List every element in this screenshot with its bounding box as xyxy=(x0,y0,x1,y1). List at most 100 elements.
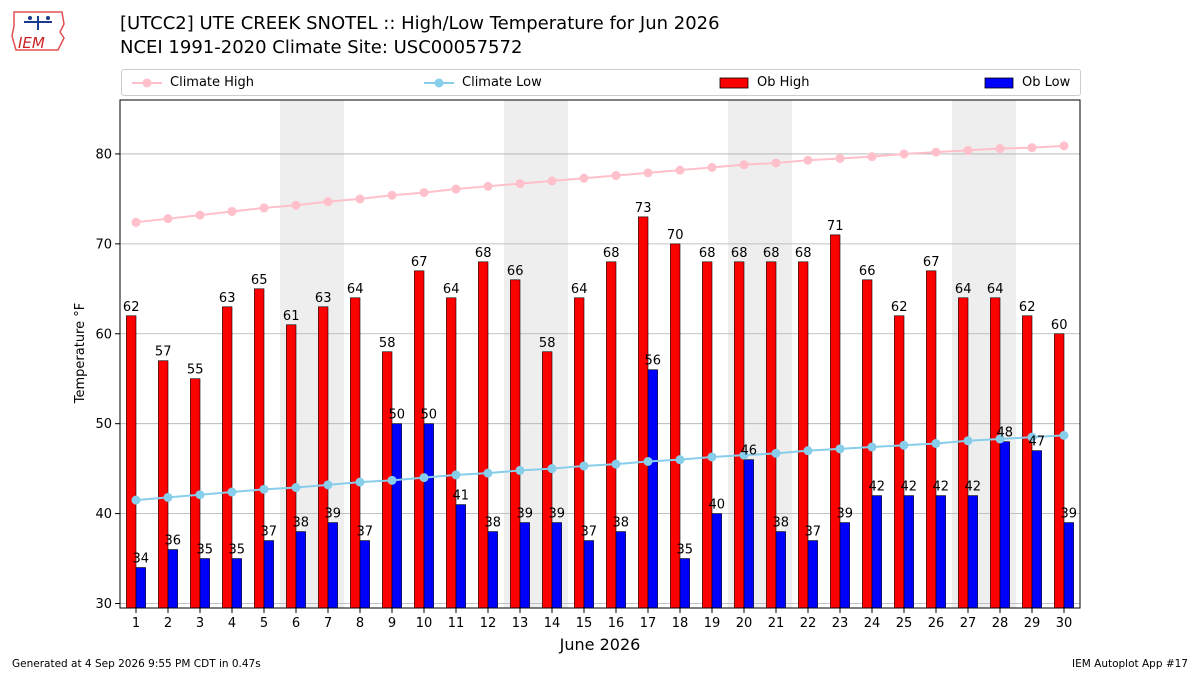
ob-high-value-label: 62 xyxy=(891,300,908,315)
ob-high-value-label: 63 xyxy=(219,291,236,306)
ob-high-value-label: 68 xyxy=(731,246,748,261)
climate-low-point xyxy=(1059,430,1069,440)
y-tick-label: 40 xyxy=(95,507,112,522)
ob-high-bar xyxy=(254,288,265,609)
ob-low-value-label: 42 xyxy=(901,480,918,495)
ob-low-bar xyxy=(839,522,850,609)
ob-low-bar xyxy=(519,522,530,609)
climate-high-point xyxy=(835,153,845,163)
ob-low-bar xyxy=(551,522,562,609)
ob-low-value-label: 38 xyxy=(773,516,790,531)
ob-low-bar xyxy=(1063,522,1074,609)
climate-high-point xyxy=(931,147,941,157)
x-tick-label: 6 xyxy=(292,616,300,631)
ob-high-value-label: 71 xyxy=(827,219,844,234)
legend-ob-high-swatch xyxy=(719,77,749,88)
climate-high-point xyxy=(611,171,621,181)
climate-high-point xyxy=(995,144,1005,154)
climate-low-point xyxy=(707,452,717,462)
x-tick-label: 17 xyxy=(640,616,657,631)
ob-low-bar xyxy=(423,423,434,609)
climate-high-point xyxy=(1059,141,1069,151)
x-tick-label: 22 xyxy=(800,616,817,631)
ob-low-value-label: 40 xyxy=(709,498,726,513)
legend-climate-high-marker xyxy=(132,78,162,87)
ob-low-value-label: 42 xyxy=(933,480,950,495)
ob-low-value-label: 50 xyxy=(389,408,406,423)
ob-low-bar xyxy=(263,540,274,609)
legend-ob-low-swatch xyxy=(984,77,1014,88)
climate-low-point xyxy=(387,475,397,485)
climate-high-point xyxy=(131,217,141,227)
climate-high-point xyxy=(963,145,973,155)
ob-low-value-label: 36 xyxy=(165,534,182,549)
climate-low-point xyxy=(515,465,525,475)
ob-low-bar xyxy=(743,459,754,609)
legend-item-ob-low: Ob Low xyxy=(984,70,1070,95)
ob-low-value-label: 39 xyxy=(325,507,342,522)
ob-high-value-label: 68 xyxy=(603,246,620,261)
ob-low-bar xyxy=(903,495,914,609)
ob-high-bar xyxy=(606,261,617,609)
climate-low-point xyxy=(611,459,621,469)
ob-low-value-label: 38 xyxy=(485,516,502,531)
x-tick-label: 27 xyxy=(960,616,977,631)
ob-low-bar xyxy=(135,567,146,609)
chart-title-block: [UTCC2] UTE CREEK SNOTEL :: High/Low Tem… xyxy=(120,12,720,60)
ob-high-bar xyxy=(1054,333,1065,609)
ob-high-bar xyxy=(510,279,521,609)
ob-low-bar xyxy=(1031,450,1042,609)
ob-high-value-label: 58 xyxy=(539,336,556,351)
app-credit: IEM Autoplot App #17 xyxy=(1072,658,1188,670)
x-tick-label: 29 xyxy=(1024,616,1041,631)
ob-low-bar xyxy=(167,549,178,609)
climate-high-point xyxy=(483,181,493,191)
ob-low-value-label: 39 xyxy=(837,507,854,522)
x-axis-label: June 2026 xyxy=(559,635,641,654)
x-tick-label: 20 xyxy=(736,616,753,631)
chart-subtitle: NCEI 1991-2020 Climate Site: USC00057572 xyxy=(120,37,523,58)
ob-low-bar xyxy=(999,441,1010,609)
ob-high-value-label: 68 xyxy=(763,246,780,261)
ob-high-value-label: 64 xyxy=(571,282,588,297)
climate-high-point xyxy=(515,179,525,189)
bars xyxy=(126,216,1074,609)
ob-high-bar xyxy=(414,270,425,609)
x-tick-label: 4 xyxy=(228,616,236,631)
ob-high-value-label: 64 xyxy=(347,282,364,297)
climate-high-point xyxy=(419,188,429,198)
ob-high-value-label: 64 xyxy=(443,282,460,297)
ob-low-bar xyxy=(775,531,786,609)
climate-low-point xyxy=(547,464,557,474)
legend-ob-low-label: Ob Low xyxy=(1022,75,1071,90)
y-axis-label: Temperature °F xyxy=(73,303,88,404)
climate-low-point xyxy=(259,484,269,494)
ob-low-value-label: 50 xyxy=(421,408,438,423)
ob-low-value-label: 35 xyxy=(229,543,246,558)
y-tick-label: 30 xyxy=(95,597,112,612)
climate-high-point xyxy=(451,184,461,194)
ob-low-value-label: 42 xyxy=(965,480,982,495)
ob-low-value-label: 42 xyxy=(869,480,886,495)
bar-value-labels: 62 34 57 36 55 35 63 35 65 37 61 38 63 39 64 37 58 50 67 50… xyxy=(123,201,1077,567)
ob-high-value-label: 68 xyxy=(699,246,716,261)
x-tick-label: 30 xyxy=(1056,616,1073,631)
x-tick-label: 18 xyxy=(672,616,689,631)
ob-high-bar xyxy=(958,297,969,609)
climate-high-point xyxy=(1027,143,1037,153)
ob-low-value-label: 37 xyxy=(357,525,374,540)
climate-high-point xyxy=(259,203,269,213)
ob-high-bar xyxy=(318,306,329,609)
chart-title: [UTCC2] UTE CREEK SNOTEL :: High/Low Tem… xyxy=(120,13,720,34)
ob-low-bar xyxy=(807,540,818,609)
climate-high-point xyxy=(803,155,813,165)
legend-climate-low-marker xyxy=(424,78,454,87)
ob-high-value-label: 67 xyxy=(411,255,428,270)
climate-high-line xyxy=(135,144,1065,224)
climate-high-point xyxy=(323,197,333,207)
y-tick-label: 70 xyxy=(95,237,112,252)
y-tick-label: 60 xyxy=(95,327,112,342)
climate-high-point xyxy=(707,162,717,172)
ob-high-value-label: 73 xyxy=(635,201,652,216)
